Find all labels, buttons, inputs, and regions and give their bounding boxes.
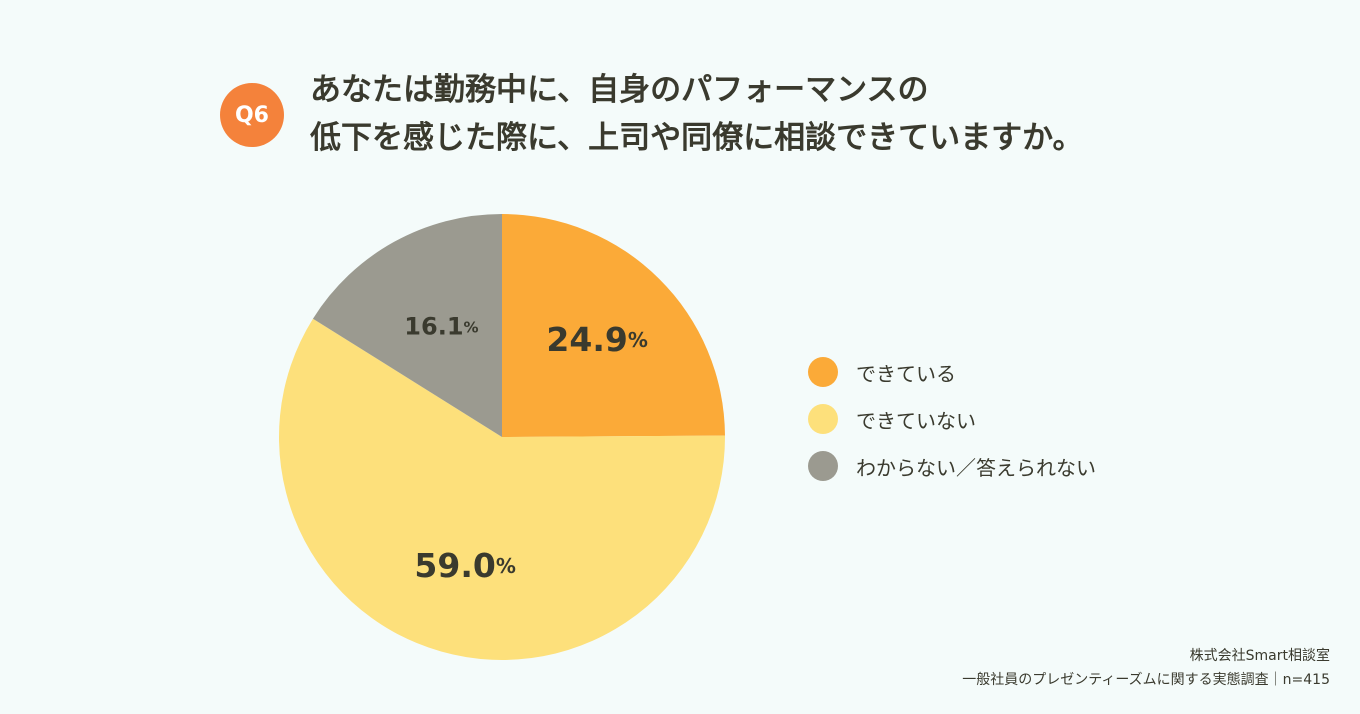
legend-item-1: できていない xyxy=(808,403,1096,435)
legend-swatch-1 xyxy=(808,404,838,434)
legend-item-2: わからない／答えられない xyxy=(808,450,1096,482)
legend-item-0: できている xyxy=(808,356,1096,388)
pie-slice-0 xyxy=(502,214,725,437)
pie-slice-1 xyxy=(279,318,726,660)
pie-data-label-0: 24.9% xyxy=(546,320,647,359)
legend-swatch-2 xyxy=(808,451,838,481)
question-badge: Q6 xyxy=(220,83,284,147)
legend: できている できていない わからない／答えられない xyxy=(808,356,1096,497)
chart-title: あなたは勤務中に、自身のパフォーマンスの 低下を感じた際に、上司や同僚に相談でき… xyxy=(310,66,1083,162)
pie-data-label-2: 16.1% xyxy=(404,313,478,341)
chart-title-line-1: あなたは勤務中に、自身のパフォーマンスの xyxy=(310,72,929,108)
pie-data-label-1: 59.0% xyxy=(414,545,515,584)
footer-survey: 一般社員のプレゼンティーズムに関する実態調査｜n=415 xyxy=(962,672,1330,688)
legend-swatch-0 xyxy=(808,357,838,387)
chart-title-line-2: 低下を感じた際に、上司や同僚に相談できていますか。 xyxy=(310,120,1084,156)
footer-source: 株式会社Smart相談室 一般社員のプレゼンティーズムに関する実態調査｜n=41… xyxy=(962,644,1330,692)
legend-label-0: できている xyxy=(856,361,956,386)
footer-company: 株式会社Smart相談室 xyxy=(1189,648,1330,664)
legend-label-1: できていない xyxy=(856,408,976,433)
legend-label-2: わからない／答えられない xyxy=(856,455,1096,480)
pie-slice-2 xyxy=(312,214,502,437)
